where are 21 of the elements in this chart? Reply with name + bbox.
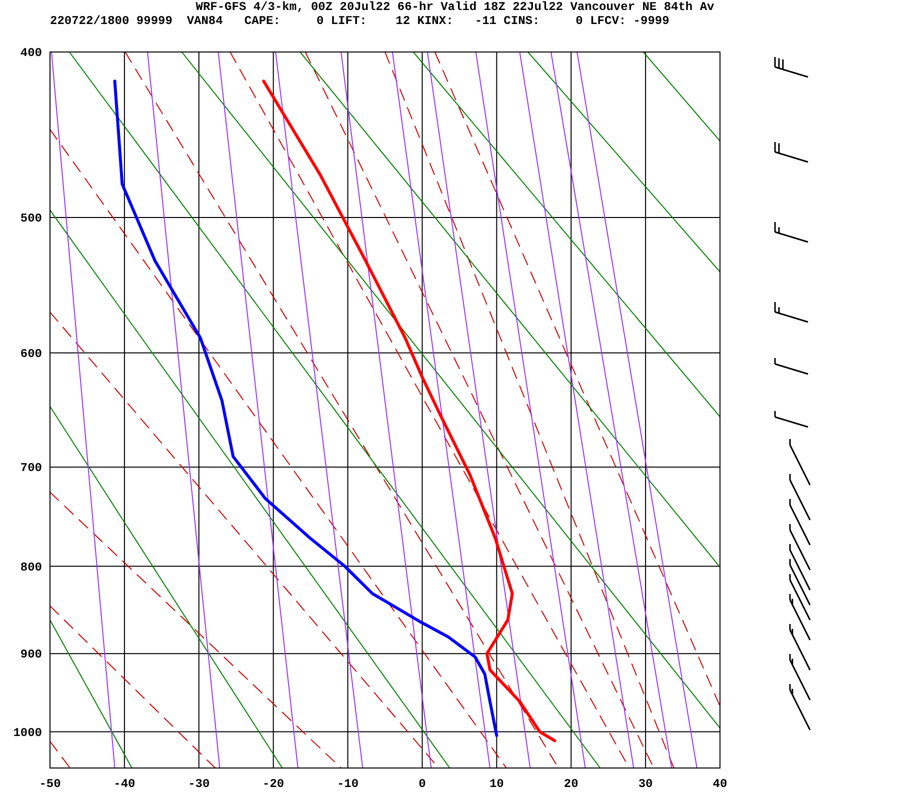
x-tick-label: -30 bbox=[188, 777, 210, 791]
y-tick-label: 700 bbox=[20, 461, 42, 476]
line-series bbox=[262, 80, 556, 742]
y-tick-label: 1000 bbox=[13, 726, 42, 740]
y-tick-label: 900 bbox=[20, 648, 42, 662]
x-tick-label: 30 bbox=[638, 777, 653, 791]
x-tick-label: 10 bbox=[489, 777, 504, 791]
x-tick-label: 40 bbox=[712, 777, 728, 791]
x-tick-label: -20 bbox=[262, 777, 284, 791]
y-tick-label: 400 bbox=[20, 46, 42, 60]
y-tick-label: 600 bbox=[20, 346, 42, 361]
y-tick-label: 800 bbox=[20, 560, 42, 574]
x-tick-label: -50 bbox=[39, 777, 61, 791]
x-tick-label: -40 bbox=[114, 777, 136, 791]
x-tick-label: 0 bbox=[418, 777, 426, 791]
chart-subtitle: 220722/1800 99999 VAN84 CAPE: 0 LIFT: 12 KINX: -11 CINS: 0 LFCV: -9999 bbox=[50, 14, 670, 28]
chart-title: WRF-GFS 4/3-km, 00Z 20Jul22 66-hr Valid 18Z 22Jul22 Vancouver NE 84th Av bbox=[196, 0, 714, 14]
x-tick-label: -10 bbox=[336, 777, 359, 791]
x-tick-label: 20 bbox=[564, 777, 578, 791]
y-tick-label: 500 bbox=[20, 212, 42, 226]
line-series bbox=[113, 80, 498, 738]
